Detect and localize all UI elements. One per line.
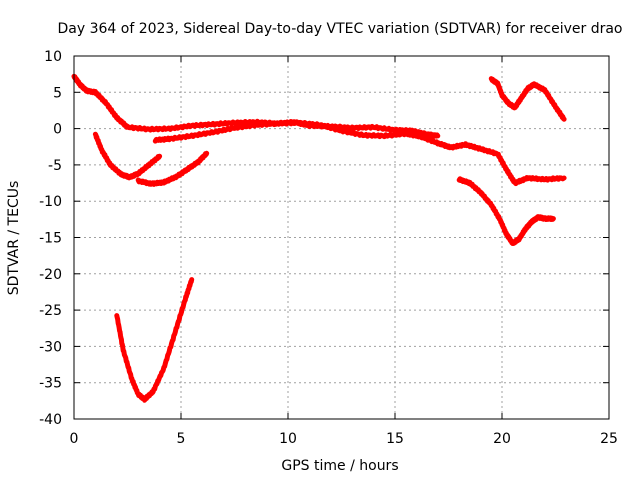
series-line-track-e — [114, 277, 195, 403]
y-tick-label: -10 — [39, 194, 62, 210]
series-line-track-f — [456, 176, 556, 246]
x-tick-label: 0 — [70, 431, 79, 447]
series-line-track-b — [152, 119, 567, 187]
x-tick-label: 10 — [279, 431, 297, 447]
y-tick-label: -35 — [39, 376, 62, 392]
series-layer — [71, 73, 567, 403]
y-tick-label: -25 — [39, 303, 62, 319]
y-tick-label: -40 — [39, 412, 62, 428]
y-axis-title: SDTVAR / TECUs — [6, 181, 22, 296]
y-tick-label: 5 — [53, 85, 62, 101]
y-tick-label: -30 — [39, 339, 62, 355]
x-axis-title: GPS time / hours — [281, 458, 398, 474]
chart-title: Day 364 of 2023, Sidereal Day-to-day VTE… — [57, 21, 622, 37]
x-tick-label: 5 — [177, 431, 186, 447]
series-line-track-d — [135, 150, 210, 187]
tick-layer: 0 5 10 15 20 25 10 5 0 -5 -10 -15 -20 -25 -30 -35 -40 — [39, 49, 618, 447]
y-tick-label: 10 — [44, 49, 62, 65]
x-tick-label: 20 — [493, 431, 511, 447]
series-line-track-g — [488, 76, 567, 122]
x-tick-label: 15 — [386, 431, 404, 447]
x-tick-label: 25 — [600, 431, 618, 447]
series-line-track-a — [71, 73, 441, 139]
y-tick-label: -5 — [48, 158, 62, 174]
y-tick-label: -15 — [39, 231, 62, 247]
y-tick-label: -20 — [39, 267, 62, 283]
grid-layer — [74, 56, 609, 419]
y-tick-label: 0 — [53, 122, 62, 138]
series-line-track-c — [92, 131, 163, 181]
